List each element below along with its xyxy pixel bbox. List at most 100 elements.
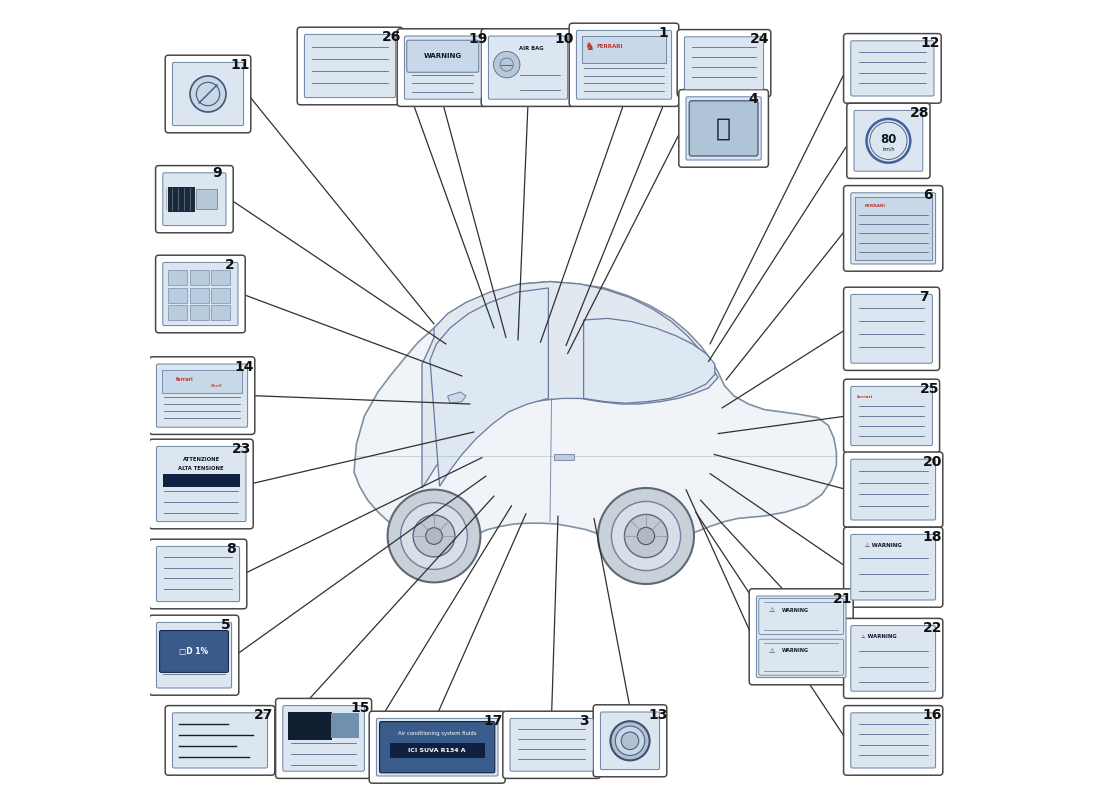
FancyBboxPatch shape — [163, 173, 225, 226]
FancyBboxPatch shape — [601, 712, 660, 770]
Bar — [168, 305, 187, 320]
FancyBboxPatch shape — [576, 30, 672, 99]
Text: FERRARI: FERRARI — [597, 44, 624, 49]
FancyBboxPatch shape — [165, 706, 275, 775]
Text: 9: 9 — [212, 166, 222, 180]
Text: 26: 26 — [382, 30, 402, 44]
Text: ⚠: ⚠ — [769, 647, 774, 654]
Bar — [389, 743, 485, 758]
Text: ⚠ WARNING: ⚠ WARNING — [865, 543, 902, 548]
FancyBboxPatch shape — [844, 706, 943, 775]
FancyBboxPatch shape — [757, 596, 846, 678]
Circle shape — [400, 502, 468, 570]
FancyBboxPatch shape — [283, 706, 364, 771]
Circle shape — [414, 515, 455, 557]
Bar — [168, 270, 187, 286]
Polygon shape — [354, 282, 836, 548]
Text: □D 1%: □D 1% — [179, 647, 209, 656]
FancyBboxPatch shape — [854, 110, 923, 171]
FancyBboxPatch shape — [155, 255, 245, 333]
FancyBboxPatch shape — [844, 34, 942, 103]
FancyBboxPatch shape — [850, 534, 936, 600]
FancyBboxPatch shape — [679, 90, 769, 167]
Circle shape — [426, 528, 442, 544]
Circle shape — [621, 732, 639, 750]
Text: 15: 15 — [351, 701, 371, 715]
Text: 8: 8 — [226, 542, 235, 556]
Circle shape — [190, 76, 226, 112]
Text: 10: 10 — [554, 31, 573, 46]
Text: Air conditioning system fluids: Air conditioning system fluids — [398, 731, 476, 736]
FancyBboxPatch shape — [379, 722, 495, 773]
Text: ferrari: ferrari — [857, 395, 873, 399]
FancyBboxPatch shape — [488, 36, 568, 99]
Text: km/h: km/h — [882, 146, 894, 152]
Text: 19: 19 — [469, 31, 487, 46]
Bar — [211, 288, 230, 302]
FancyBboxPatch shape — [850, 193, 936, 264]
FancyBboxPatch shape — [855, 197, 932, 260]
Text: ♞: ♞ — [584, 42, 594, 52]
Text: 4: 4 — [748, 92, 758, 106]
Text: 2: 2 — [224, 258, 234, 272]
FancyBboxPatch shape — [173, 713, 267, 768]
FancyBboxPatch shape — [503, 711, 601, 778]
FancyBboxPatch shape — [156, 546, 240, 602]
Text: WARNING: WARNING — [424, 53, 462, 58]
Text: WARNING: WARNING — [782, 649, 810, 654]
Circle shape — [494, 51, 520, 78]
FancyBboxPatch shape — [593, 705, 667, 777]
Bar — [162, 370, 242, 393]
Circle shape — [387, 490, 481, 582]
Text: 1: 1 — [658, 26, 668, 40]
FancyBboxPatch shape — [850, 626, 936, 691]
FancyBboxPatch shape — [407, 40, 478, 72]
FancyBboxPatch shape — [163, 262, 238, 326]
Text: 16: 16 — [923, 709, 943, 722]
FancyBboxPatch shape — [847, 103, 930, 178]
FancyBboxPatch shape — [850, 459, 936, 520]
FancyBboxPatch shape — [156, 364, 248, 427]
Text: WARNING: WARNING — [782, 608, 810, 613]
FancyBboxPatch shape — [749, 589, 854, 685]
FancyBboxPatch shape — [850, 294, 933, 363]
FancyBboxPatch shape — [150, 539, 246, 609]
Text: AIR BAG: AIR BAG — [519, 46, 544, 50]
Text: 17: 17 — [484, 714, 503, 728]
FancyBboxPatch shape — [844, 379, 939, 453]
Bar — [163, 474, 240, 487]
Bar — [168, 186, 196, 212]
Text: 7: 7 — [920, 290, 929, 304]
Text: ⚠ WARNING: ⚠ WARNING — [860, 634, 896, 639]
Text: 18: 18 — [923, 530, 943, 544]
Polygon shape — [422, 282, 718, 488]
Text: 23: 23 — [232, 442, 251, 456]
Text: 27: 27 — [254, 709, 274, 722]
FancyBboxPatch shape — [569, 23, 679, 106]
Text: 14: 14 — [234, 359, 253, 374]
Text: 12: 12 — [921, 36, 939, 50]
FancyBboxPatch shape — [150, 615, 239, 695]
Circle shape — [625, 514, 668, 558]
FancyBboxPatch shape — [160, 630, 229, 672]
Bar — [196, 190, 217, 209]
Text: 80: 80 — [880, 133, 896, 146]
Text: ATTENZIONE: ATTENZIONE — [183, 457, 220, 462]
Bar — [211, 270, 230, 286]
Bar — [582, 36, 665, 63]
Polygon shape — [448, 392, 466, 403]
FancyBboxPatch shape — [305, 34, 396, 98]
FancyBboxPatch shape — [165, 55, 251, 133]
Bar — [331, 714, 359, 738]
FancyBboxPatch shape — [397, 29, 488, 106]
Circle shape — [637, 527, 654, 545]
Text: 3: 3 — [580, 714, 590, 728]
Text: FERRARI: FERRARI — [865, 204, 886, 208]
Text: 11: 11 — [230, 58, 250, 72]
FancyBboxPatch shape — [156, 446, 246, 522]
FancyBboxPatch shape — [173, 62, 243, 126]
Polygon shape — [430, 288, 549, 486]
FancyBboxPatch shape — [850, 41, 934, 96]
FancyBboxPatch shape — [297, 27, 403, 105]
Text: ALTA TENSIONE: ALTA TENSIONE — [178, 466, 224, 470]
